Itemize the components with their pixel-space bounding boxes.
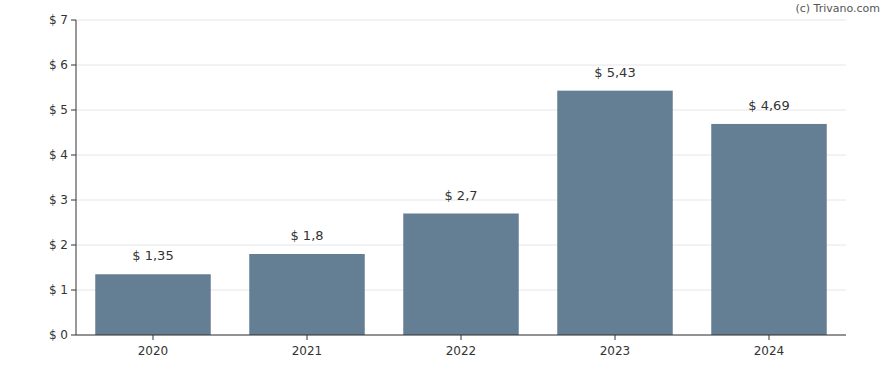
y-axis bbox=[76, 20, 77, 335]
y-tick-label: $ 5 bbox=[49, 103, 68, 117]
data-label: $ 1,35 bbox=[132, 248, 173, 263]
annotation: (c) Trivano.com bbox=[795, 2, 880, 15]
bar bbox=[711, 124, 827, 335]
grid-line bbox=[76, 110, 846, 111]
y-tick bbox=[71, 245, 76, 246]
y-tick-label: $ 0 bbox=[49, 328, 68, 342]
data-label: $ 4,69 bbox=[748, 98, 789, 113]
grid-line bbox=[76, 65, 846, 66]
x-tick-label: 2021 bbox=[292, 344, 323, 358]
x-tick bbox=[769, 335, 770, 340]
x-tick-label: 2020 bbox=[138, 344, 169, 358]
y-tick bbox=[71, 290, 76, 291]
x-tick bbox=[615, 335, 616, 340]
y-tick-label: $ 4 bbox=[49, 148, 68, 162]
data-label: $ 5,43 bbox=[594, 65, 635, 80]
x-tick bbox=[461, 335, 462, 340]
chart: $ 0 $ 1 $ 2 $ 3 $ 4 $ 5 $ 6 $ 7 2020 2021 2022 2023… bbox=[0, 0, 888, 370]
x-tick-label: 2022 bbox=[446, 344, 477, 358]
bar bbox=[557, 91, 673, 335]
x-tick-label: 2023 bbox=[600, 344, 631, 358]
bar bbox=[403, 214, 519, 336]
data-label: $ 1,8 bbox=[290, 228, 323, 243]
y-tick-label: $ 1 bbox=[49, 283, 68, 297]
y-tick-label: $ 6 bbox=[49, 58, 68, 72]
bars bbox=[95, 91, 827, 335]
x-tick bbox=[307, 335, 308, 340]
y-tick-label: $ 7 bbox=[49, 13, 68, 27]
bar bbox=[95, 274, 211, 335]
grid-line bbox=[76, 20, 846, 21]
x-tick-label: 2024 bbox=[754, 344, 785, 358]
y-tick bbox=[71, 20, 76, 21]
y-tick bbox=[71, 335, 76, 336]
y-tick bbox=[71, 110, 76, 111]
y-tick bbox=[71, 200, 76, 201]
data-label: $ 2,7 bbox=[444, 188, 477, 203]
x-tick bbox=[153, 335, 154, 340]
y-tick bbox=[71, 155, 76, 156]
y-tick-label: $ 3 bbox=[49, 193, 68, 207]
y-tick-label: $ 2 bbox=[49, 238, 68, 252]
bar bbox=[249, 254, 365, 335]
y-tick bbox=[71, 65, 76, 66]
